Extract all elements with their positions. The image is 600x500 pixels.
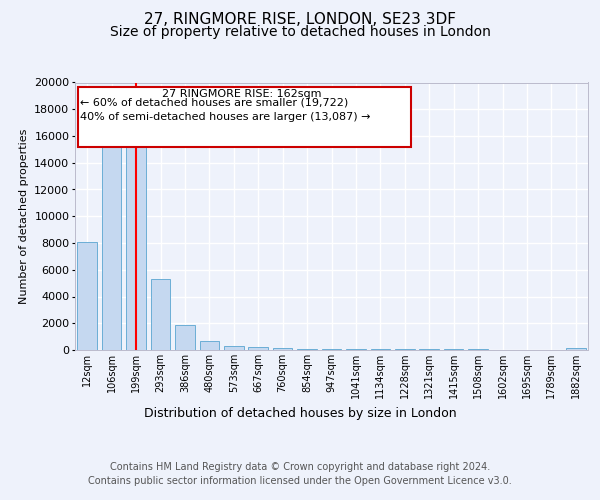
- Text: Contains HM Land Registry data © Crown copyright and database right 2024.: Contains HM Land Registry data © Crown c…: [110, 462, 490, 472]
- Bar: [566, 348, 586, 350]
- Bar: [175, 326, 194, 350]
- Text: Contains public sector information licensed under the Open Government Licence v3: Contains public sector information licen…: [88, 476, 512, 486]
- Bar: [151, 279, 170, 350]
- Text: 27, RINGMORE RISE, LONDON, SE23 3DF: 27, RINGMORE RISE, LONDON, SE23 3DF: [144, 12, 456, 28]
- Bar: [200, 342, 219, 350]
- Bar: [346, 349, 366, 350]
- Bar: [297, 348, 317, 350]
- Text: Size of property relative to detached houses in London: Size of property relative to detached ho…: [110, 25, 490, 39]
- Bar: [127, 130, 146, 350]
- Text: 27 RINGMORE RISE: 162sqm: 27 RINGMORE RISE: 162sqm: [162, 89, 322, 99]
- Y-axis label: Number of detached properties: Number of detached properties: [19, 128, 29, 304]
- Text: 40% of semi-detached houses are larger (13,087) →: 40% of semi-detached houses are larger (…: [80, 112, 371, 122]
- Text: ← 60% of detached houses are smaller (19,722): ← 60% of detached houses are smaller (19…: [80, 97, 349, 107]
- Bar: [224, 346, 244, 350]
- Bar: [273, 348, 292, 350]
- Bar: [248, 348, 268, 350]
- Text: Distribution of detached houses by size in London: Distribution of detached houses by size …: [143, 408, 457, 420]
- Bar: [371, 349, 390, 350]
- Bar: [322, 349, 341, 350]
- Bar: [102, 130, 121, 350]
- FancyBboxPatch shape: [77, 86, 411, 146]
- Bar: [77, 242, 97, 350]
